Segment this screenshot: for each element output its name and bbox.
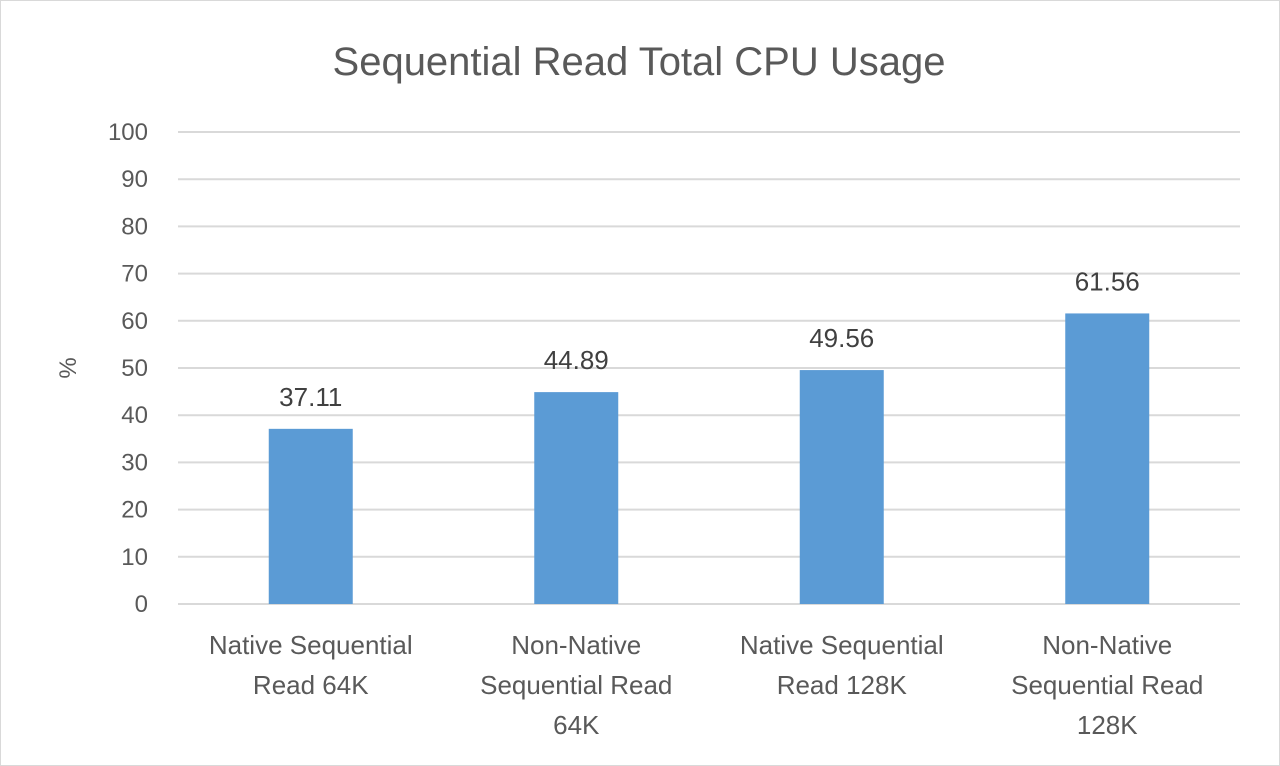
chart-title: Sequential Read Total CPU Usage xyxy=(333,40,946,84)
y-tick-label: 70 xyxy=(121,261,148,288)
x-tick-label: Read 128K xyxy=(777,670,908,700)
x-tick-label: 64K xyxy=(553,710,600,740)
bar xyxy=(268,428,353,604)
y-tick-label: 30 xyxy=(121,449,148,476)
y-tick-label: 50 xyxy=(121,355,148,382)
data-labels: 37.11 44.89 49.56 61.56 xyxy=(279,266,1140,411)
x-tick-label: 128K xyxy=(1077,710,1138,740)
x-tick-label: Non-Native xyxy=(1042,630,1172,660)
data-label: 37.11 xyxy=(279,382,342,412)
bar xyxy=(799,370,884,604)
y-tick-label: 80 xyxy=(121,213,148,240)
bars xyxy=(268,313,1150,604)
y-tick-label: 90 xyxy=(121,166,148,193)
y-tick-label: 100 xyxy=(108,119,148,146)
bar xyxy=(534,392,619,604)
bar xyxy=(1065,313,1150,604)
y-tick-label: 20 xyxy=(121,497,148,524)
gridlines xyxy=(178,131,1240,605)
x-tick-label: Sequential Read xyxy=(1011,670,1203,700)
y-tick-label: 60 xyxy=(121,308,148,335)
x-tick-label: Non-Native xyxy=(511,630,641,660)
y-axis-label: % xyxy=(55,357,82,378)
x-tick-label: Native Sequential xyxy=(209,630,413,660)
x-axis-labels: Native Sequential Read 64K Non-Native Seque… xyxy=(209,630,1204,740)
data-label: 49.56 xyxy=(809,323,874,353)
y-tick-label: 40 xyxy=(121,402,148,429)
x-tick-label: Sequential Read xyxy=(480,670,672,700)
data-label: 61.56 xyxy=(1075,266,1140,296)
y-tick-label: 10 xyxy=(121,544,148,571)
data-label: 44.89 xyxy=(544,345,609,375)
x-tick-label: Read 64K xyxy=(253,670,369,700)
y-axis-ticks: 0 10 20 30 40 50 60 70 80 90 100 xyxy=(108,119,148,618)
y-tick-label: 0 xyxy=(135,591,148,618)
x-tick-label: Native Sequential xyxy=(740,630,944,660)
